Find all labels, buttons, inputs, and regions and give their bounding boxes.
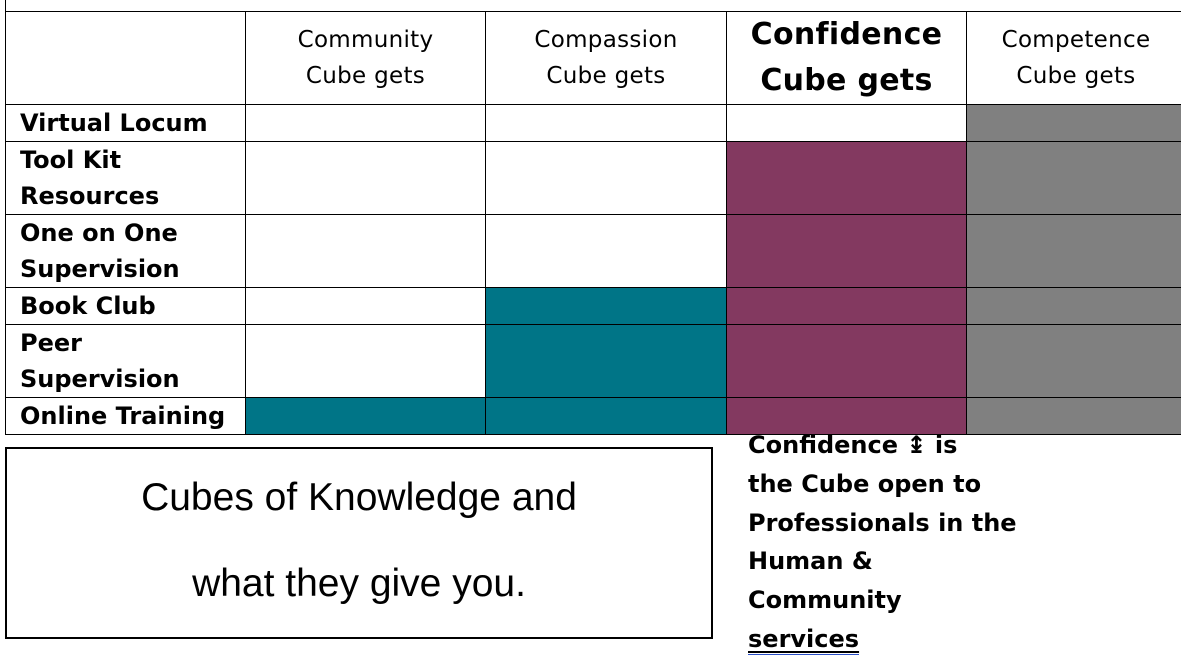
cell-filled-plum [727,142,967,215]
cell [486,142,727,215]
title-line-1: Cubes of Knowledge and [7,476,711,520]
header-competence-line1: Competence [967,22,1181,58]
cell [246,142,486,215]
table-row: Peer Supervision [6,325,1181,398]
cell [727,105,967,142]
row-label-text: Online Training [20,402,225,430]
table-row: Virtual Locum [6,105,1181,142]
cell-filled-plum [727,215,967,288]
table-row: Tool Kit Resources [6,142,1181,215]
header-confidence-line2: Cube gets [727,58,966,104]
row-label-text: Tool Kit [20,142,245,178]
row-label-one-on-one-supervision: One on One Supervision [6,215,246,288]
cell-filled-teal [246,398,486,435]
row-label-book-club: Book Club [6,288,246,325]
row-label-online-training: Online Training [6,398,246,435]
cell [246,215,486,288]
header-corner-cell [6,12,246,105]
header-competence-line2: Cube gets [967,58,1181,94]
row-label-virtual-locum: Virtual Locum [6,105,246,142]
header-community-line1: Community [246,22,485,58]
header-compassion-line1: Compassion [486,22,726,58]
row-label-text: Peer Supervision [20,329,180,393]
side-note: Confidence ↨ is the Cube open to Profess… [748,426,1008,659]
title-line-2: what they give you. [7,562,711,606]
cell-filled-teal [486,398,727,435]
cell [246,288,486,325]
side-note-line-4: Human & [748,542,1008,581]
table-row: One on One Supervision [6,215,1181,288]
side-note-line-3: Professionals in the [748,504,1008,543]
title-box: Cubes of Knowledge and what they give yo… [5,447,713,639]
cubes-table: Community Cube gets Compassion Cube gets… [5,11,1181,435]
cell-filled-gray [967,105,1181,142]
header-community: Community Cube gets [246,12,486,105]
row-label-peer-supervision: Peer Supervision [6,325,246,398]
row-label-text: Book Club [20,292,156,320]
cell [486,105,727,142]
header-confidence-line1: Confidence [727,12,966,58]
cell [486,215,727,288]
cell-filled-plum [727,288,967,325]
header-community-line2: Cube gets [246,58,485,94]
header-compassion: Compassion Cube gets [486,12,727,105]
side-note-line-2: the Cube open to [748,465,1008,504]
cell-filled-gray [967,288,1181,325]
cell-filled-teal [486,325,727,398]
cell-filled-plum [727,325,967,398]
table-row: Book Club [6,288,1181,325]
cell-filled-gray [967,142,1181,215]
row-label-text: Virtual Locum [20,109,208,137]
side-note-line-1: Confidence ↨ is [748,426,1008,465]
page-edge-rule [5,0,6,11]
table-header-row: Community Cube gets Compassion Cube gets… [6,12,1181,105]
cell-filled-teal [486,288,727,325]
row-label-text: Resources [20,178,245,214]
cell-filled-gray [967,325,1181,398]
row-label-text: One on One [20,215,245,251]
header-competence: Competence Cube gets [967,12,1181,105]
side-note-line-6-underlined: services [748,624,859,655]
cell [246,105,486,142]
header-confidence: Confidence Cube gets [727,12,967,105]
cell [246,325,486,398]
row-label-tool-kit-resources: Tool Kit Resources [6,142,246,215]
header-compassion-line2: Cube gets [486,58,726,94]
row-label-text: Supervision [20,251,245,287]
cell-filled-gray [967,215,1181,288]
side-note-line-5: Community [748,581,1008,620]
